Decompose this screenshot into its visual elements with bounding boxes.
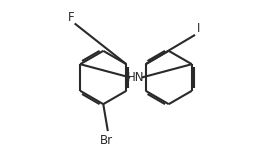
Text: F: F [67, 11, 74, 24]
Text: Br: Br [100, 134, 113, 147]
Text: HN: HN [127, 71, 145, 84]
Text: I: I [196, 22, 200, 35]
